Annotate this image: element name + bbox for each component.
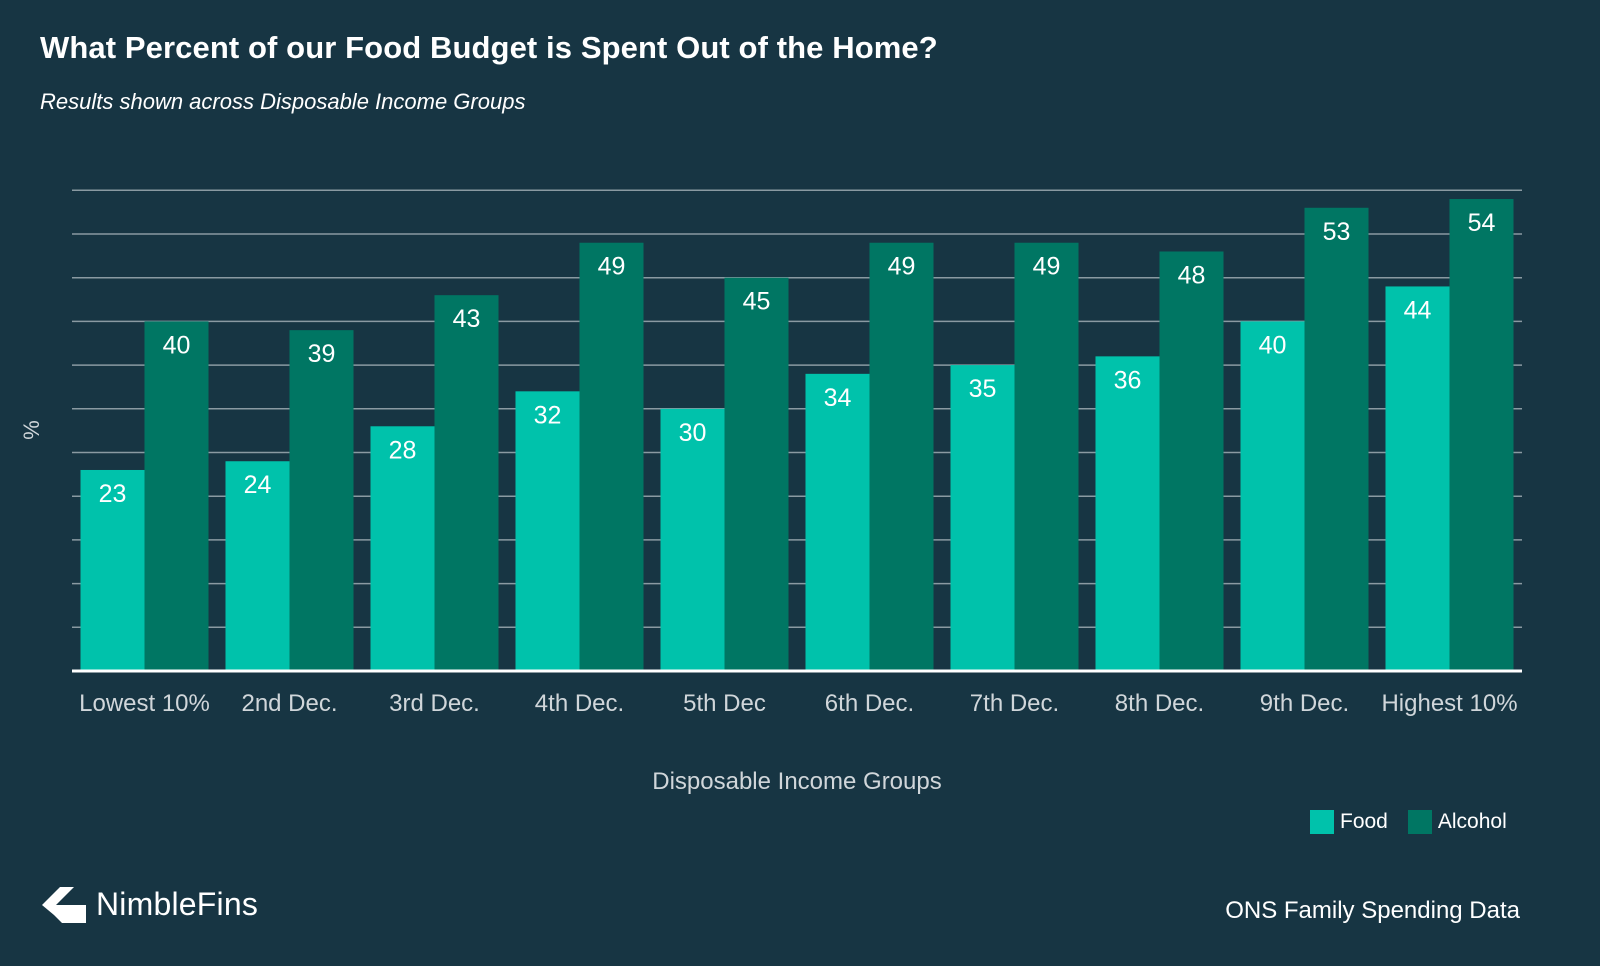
y-axis-title: % (19, 420, 44, 440)
source-note: ONS Family Spending Data (1225, 897, 1520, 924)
bar-alcohol-6 (869, 242, 934, 672)
x-tick-label: 7th Dec. (970, 690, 1059, 717)
bar-food-9 (1240, 321, 1305, 671)
bar-alcohol-9 (1304, 207, 1369, 671)
bar-food-4 (515, 391, 580, 671)
data-label-alcohol-2: 39 (308, 340, 336, 368)
bar-alcohol-5 (724, 277, 789, 671)
x-tick-label: 2nd Dec. (241, 690, 337, 717)
data-label-food-1: 23 (99, 480, 127, 508)
data-label-food-8: 36 (1114, 366, 1142, 394)
x-tick-label: 3rd Dec. (389, 690, 480, 717)
data-label-food-4: 32 (534, 401, 562, 429)
data-labels: 23 40 24 39 28 43 32 49 30 45 34 49 35 49 36 48 40 53 44 54 (99, 209, 1496, 508)
chart-title: What Percent of our Food Budget is Spent… (40, 30, 938, 65)
data-label-food-2: 24 (244, 471, 272, 499)
bar-alcohol-3 (434, 295, 499, 671)
brand-name: NimbleFins (96, 886, 259, 922)
bar-food-7 (950, 365, 1015, 671)
legend-item-alcohol: Alcohol (1407, 810, 1507, 834)
legend-item-food: Food (1310, 810, 1388, 834)
data-label-food-6: 34 (824, 384, 852, 412)
bars (80, 199, 1514, 672)
data-label-alcohol-1: 40 (163, 331, 191, 359)
legend-swatch-alcohol (1407, 810, 1432, 834)
data-label-alcohol-10: 54 (1468, 209, 1496, 237)
bar-food-3 (370, 426, 435, 671)
x-tick-label: 5th Dec (683, 690, 766, 717)
bar-food-10 (1385, 286, 1450, 671)
bar-alcohol-7 (1014, 242, 1079, 672)
x-tick-label: 9th Dec. (1260, 690, 1349, 717)
legend-label-alcohol: Alcohol (1437, 810, 1507, 833)
data-label-alcohol-5: 45 (743, 288, 771, 316)
x-tick-label: 8th Dec. (1115, 690, 1204, 717)
data-label-alcohol-8: 48 (1178, 261, 1206, 289)
data-label-food-3: 28 (389, 436, 417, 464)
data-label-alcohol-4: 49 (598, 253, 626, 281)
bar-alcohol-10 (1449, 199, 1514, 672)
bar-food-2 (225, 461, 290, 671)
data-label-food-9: 40 (1259, 331, 1287, 359)
bar-food-6 (805, 373, 870, 671)
x-tick-label: Highest 10% (1381, 690, 1517, 717)
data-label-food-5: 30 (679, 419, 707, 447)
x-tick-labels: Lowest 10% 2nd Dec. 3rd Dec. 4th Dec. 5th De… (79, 690, 1517, 717)
data-label-alcohol-6: 49 (888, 253, 916, 281)
data-label-alcohol-3: 43 (453, 305, 481, 333)
bar-alcohol-1 (144, 321, 209, 671)
data-label-food-10: 44 (1404, 296, 1432, 324)
legend-label-food: Food (1340, 810, 1388, 833)
bar-food-8 (1095, 356, 1160, 671)
data-label-alcohol-7: 49 (1033, 253, 1061, 281)
data-label-alcohol-9: 53 (1323, 218, 1351, 246)
x-tick-label: 4th Dec. (535, 690, 624, 717)
brand: NimbleFins (40, 886, 258, 923)
x-tick-label: 6th Dec. (825, 690, 914, 717)
bar-food-5 (660, 408, 725, 671)
data-label-food-7: 35 (969, 375, 997, 403)
bar-alcohol-2 (289, 330, 354, 671)
bar-alcohol-4 (579, 242, 644, 672)
chart-subtitle: Results shown across Disposable Income G… (40, 89, 526, 114)
legend-swatch-food (1310, 810, 1334, 834)
bar-alcohol-8 (1159, 251, 1224, 672)
x-axis-title: Disposable Income Groups (652, 768, 941, 795)
bar-food-1 (80, 469, 145, 671)
legend: Food Alcohol (1310, 810, 1507, 834)
x-tick-label: Lowest 10% (79, 690, 210, 717)
nimblefins-chevron-logo-icon (42, 886, 86, 923)
